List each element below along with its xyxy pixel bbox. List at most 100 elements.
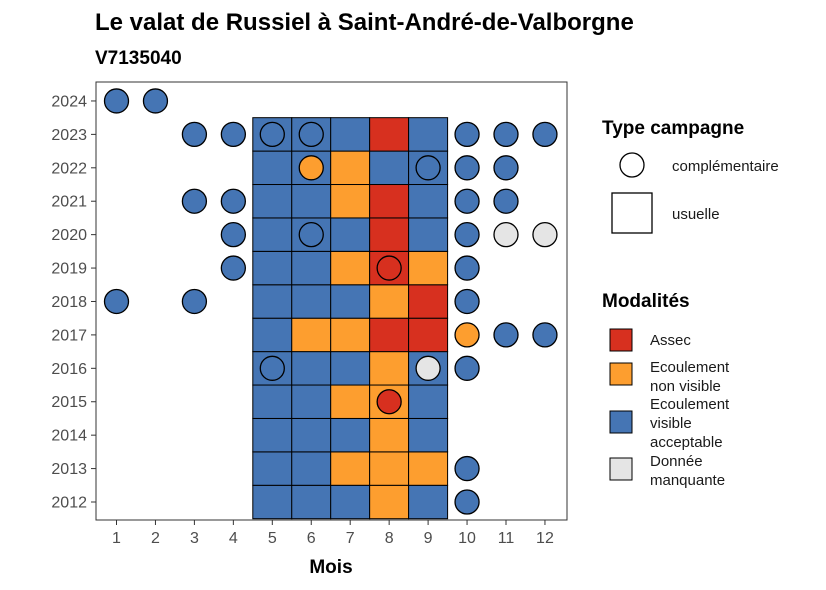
- legend-key-3: [609, 457, 633, 481]
- legend-type-label: complémentaire: [672, 158, 779, 175]
- point-2018-10: [454, 288, 480, 315]
- tile-2020-5: [252, 217, 293, 252]
- tile-2012-5: [252, 484, 293, 520]
- tile-2012-9: [408, 484, 449, 520]
- legend-modalite-label: acceptable: [650, 434, 723, 451]
- x-tick-label: 4: [229, 530, 238, 547]
- point-2024-2: [142, 88, 169, 114]
- tile-2013-6: [291, 451, 332, 486]
- tile-2013-5: [252, 451, 293, 486]
- x-tick-label: 9: [424, 530, 433, 547]
- x-axis-title: Mois: [309, 557, 352, 578]
- x-tick-label: 2: [151, 530, 160, 547]
- tile-2018-8: [369, 284, 410, 319]
- y-tick-label: 2015: [51, 394, 87, 411]
- tile-2016-8: [369, 351, 410, 386]
- tile-2017-6: [291, 317, 332, 353]
- point-2020-11: [493, 221, 519, 248]
- point-2022-10: [454, 155, 480, 181]
- point-2019-10: [454, 255, 480, 281]
- tile-2017-9: [408, 317, 449, 353]
- tile-2018-9: [408, 284, 449, 319]
- tile-2013-8: [369, 451, 410, 486]
- y-tick-label: 2014: [51, 428, 87, 445]
- x-tick-label: 7: [346, 530, 355, 547]
- legend-modalite-label: visible: [650, 415, 692, 432]
- chart-title: Le valat de Russiel à Saint-André-de-Val…: [95, 9, 634, 36]
- y-tick-label: 2024: [51, 93, 87, 110]
- point-2015-8: [376, 389, 402, 415]
- y-tick-label: 2013: [51, 461, 87, 478]
- legend-modalite-label: Donnée: [650, 453, 703, 470]
- point-2017-10: [454, 322, 480, 348]
- point-2019-8: [376, 255, 402, 281]
- point-2013-10: [454, 455, 480, 482]
- point-2017-12: [532, 322, 558, 348]
- x-tick-label: 3: [190, 530, 199, 547]
- tile-2021-7: [330, 184, 371, 219]
- tile-2018-6: [291, 284, 332, 319]
- tile-2015-7: [330, 384, 371, 419]
- legend-key-1: [609, 362, 633, 386]
- point-2021-3: [181, 188, 208, 214]
- tile-2012-7: [330, 484, 371, 520]
- x-tick-label: 11: [498, 530, 515, 547]
- point-2023-12: [532, 121, 558, 148]
- tile-2021-6: [291, 184, 332, 219]
- tile-2016-7: [330, 351, 371, 386]
- x-tick-label: 5: [268, 530, 277, 547]
- tile-2014-6: [291, 417, 332, 453]
- point-2023-10: [454, 121, 480, 148]
- y-tick-label: 2018: [51, 294, 87, 311]
- y-tick-label: 2012: [51, 495, 87, 512]
- x-tick-label: 6: [307, 530, 316, 547]
- tile-2012-6: [291, 484, 332, 520]
- tile-2014-7: [330, 417, 371, 453]
- tile-2018-7: [330, 284, 371, 319]
- y-axis: 2012 2013 2014 2015 2016 2017 2018 2019 2020 2021…: [51, 93, 96, 512]
- tile-2019-9: [408, 250, 449, 286]
- tile-2013-9: [408, 451, 449, 486]
- point-2022-11: [493, 155, 519, 181]
- tile-2014-5: [252, 417, 293, 453]
- y-tick-label: 2023: [51, 127, 87, 144]
- point-2012-10: [454, 489, 480, 515]
- point-2023-4: [220, 121, 247, 148]
- legend-type-label: usuelle: [672, 206, 720, 223]
- tile-2022-7: [330, 150, 371, 186]
- tile-2019-7: [330, 250, 371, 286]
- tile-2022-8: [369, 150, 410, 186]
- chart-subtitle: V7135040: [95, 48, 182, 69]
- tile-2023-9: [408, 117, 449, 152]
- legend-modalite-label: Ecoulement: [650, 359, 730, 376]
- tile-2022-5: [252, 150, 293, 186]
- point-2023-3: [181, 121, 208, 148]
- tile-2021-8: [369, 184, 410, 219]
- legend-key-circle: [619, 152, 645, 178]
- y-tick-label: 2021: [51, 194, 87, 211]
- tile-2014-8: [369, 417, 410, 453]
- x-tick-label: 1: [112, 530, 121, 547]
- x-tick-label: 12: [536, 530, 554, 547]
- tile-2017-7: [330, 317, 371, 353]
- tile-2020-9: [408, 217, 449, 252]
- legend-modalite-label: manquante: [650, 472, 725, 489]
- legend-modalite-label: Assec: [650, 332, 691, 349]
- legend-modalite-label: non visible: [650, 378, 721, 395]
- tile-2020-7: [330, 217, 371, 252]
- tile-2023-7: [330, 117, 371, 152]
- point-2016-10: [454, 355, 480, 381]
- tile-2020-8: [369, 217, 410, 252]
- complementaire-points: [103, 88, 558, 515]
- point-2018-3: [181, 288, 208, 315]
- tile-2013-7: [330, 451, 371, 486]
- point-2022-6: [298, 155, 324, 181]
- point-2023-5: [259, 121, 285, 148]
- y-tick-label: 2016: [51, 361, 87, 378]
- point-2024-1: [103, 88, 130, 114]
- tile-2017-8: [369, 317, 410, 353]
- point-2020-12: [532, 221, 558, 248]
- legend-type-title: Type campagne: [602, 118, 744, 139]
